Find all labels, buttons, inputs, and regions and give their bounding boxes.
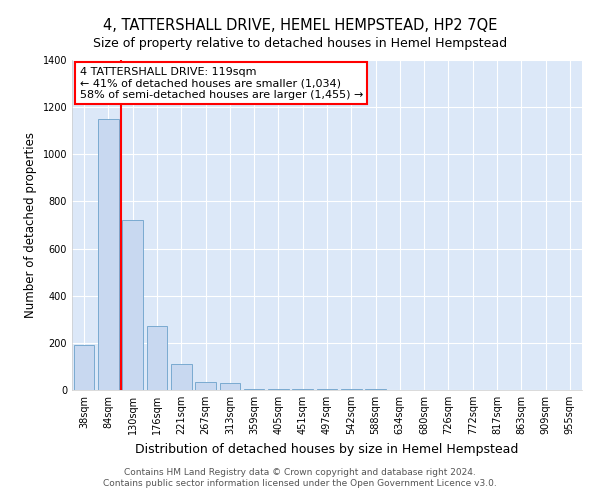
Bar xyxy=(146,326,167,390)
Bar xyxy=(98,119,119,390)
Y-axis label: Number of detached properties: Number of detached properties xyxy=(24,132,37,318)
Bar xyxy=(244,389,265,390)
Bar xyxy=(74,345,94,390)
Text: Contains HM Land Registry data © Crown copyright and database right 2024.
Contai: Contains HM Land Registry data © Crown c… xyxy=(103,468,497,487)
Bar xyxy=(171,364,191,390)
Bar xyxy=(195,382,216,390)
Bar xyxy=(220,383,240,390)
Bar xyxy=(268,389,289,390)
Text: 4 TATTERSHALL DRIVE: 119sqm
← 41% of detached houses are smaller (1,034)
58% of : 4 TATTERSHALL DRIVE: 119sqm ← 41% of det… xyxy=(80,66,363,100)
Text: 4, TATTERSHALL DRIVE, HEMEL HEMPSTEAD, HP2 7QE: 4, TATTERSHALL DRIVE, HEMEL HEMPSTEAD, H… xyxy=(103,18,497,32)
Bar xyxy=(122,220,143,390)
X-axis label: Distribution of detached houses by size in Hemel Hempstead: Distribution of detached houses by size … xyxy=(136,442,518,456)
Text: Size of property relative to detached houses in Hemel Hempstead: Size of property relative to detached ho… xyxy=(93,38,507,51)
